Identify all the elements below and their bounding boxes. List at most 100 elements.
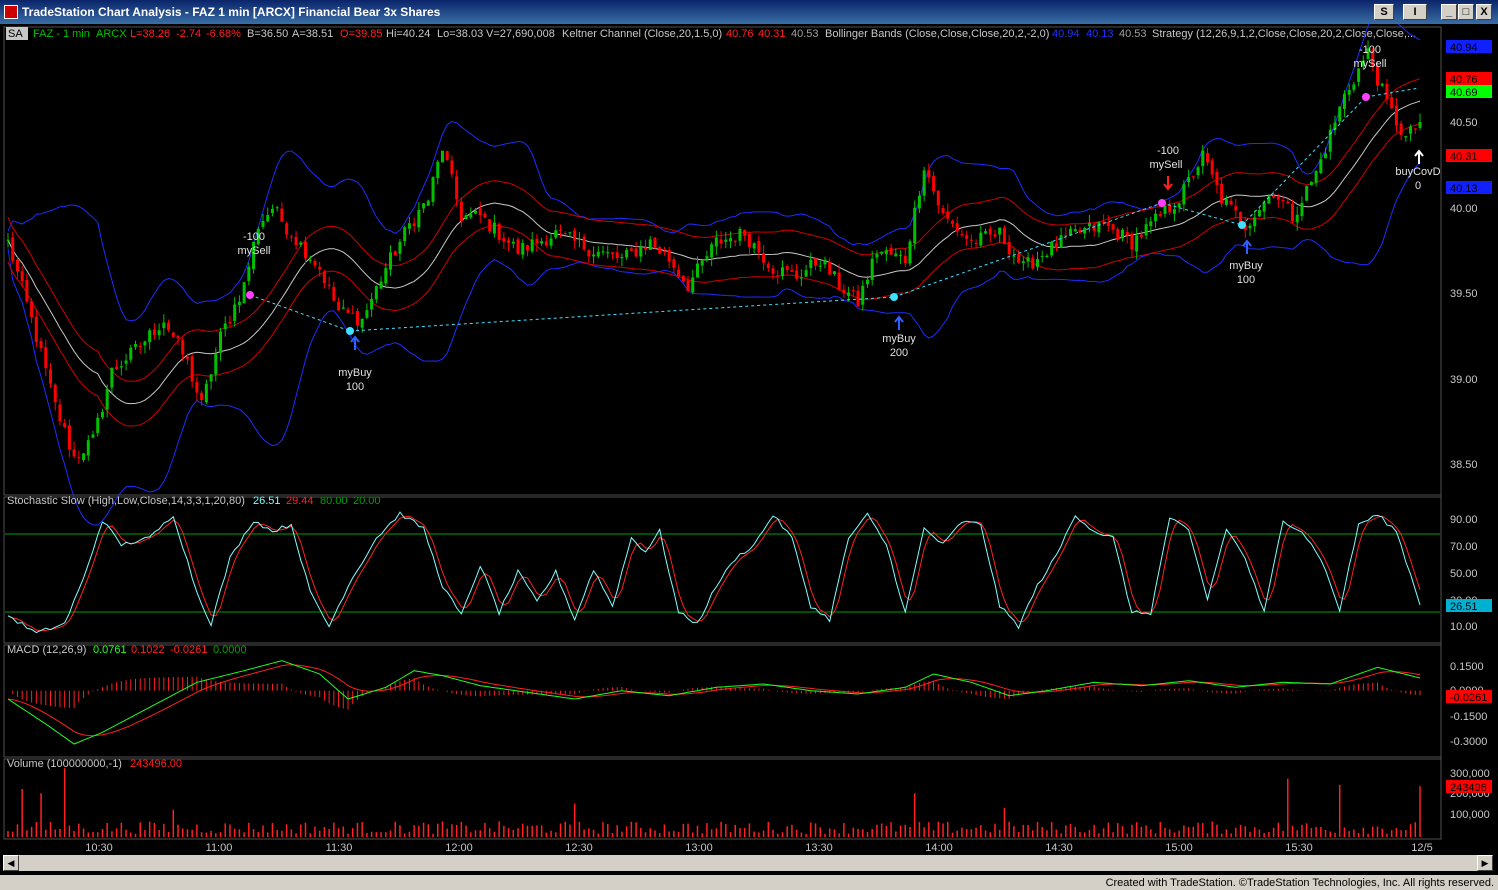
close-button[interactable]: X — [1476, 4, 1492, 20]
candle-body — [733, 240, 737, 243]
status-volume: V=27,690,008 — [486, 28, 555, 40]
chart-svg[interactable]: SA FAZ - 1 min ARCX L=38.26 -2.74 -6.68%… — [0, 9, 1498, 874]
stoch-tick: 10.00 — [1450, 621, 1478, 633]
candle-body — [1290, 204, 1294, 222]
candle-body — [1196, 167, 1200, 175]
volume-tag: 243496 — [1450, 782, 1487, 794]
candle-body — [1017, 254, 1021, 263]
macd-tag-bg — [1446, 690, 1492, 703]
chart-area[interactable]: SA FAZ - 1 min ARCX L=38.26 -2.74 -6.68%… — [0, 9, 1498, 874]
candle-body — [577, 238, 581, 240]
candle-body — [242, 282, 246, 304]
candle-body — [77, 457, 81, 459]
candle-body — [988, 228, 992, 235]
candle-body — [1059, 235, 1063, 248]
tag-bb-upper: 40.94 — [1450, 42, 1478, 54]
candle-body — [124, 360, 128, 364]
candle-body — [1314, 171, 1318, 183]
buy-marker — [346, 327, 354, 335]
candle-body — [171, 332, 175, 337]
candle-body — [974, 242, 978, 244]
tag-bb-lower-bg — [1446, 181, 1492, 194]
macd-signal-line — [7, 664, 1421, 737]
status-high: Hi=40.24 — [386, 28, 430, 40]
maximize-button[interactable]: □ — [1458, 4, 1474, 20]
trade-label-bottom: mySell — [1149, 159, 1182, 171]
candle-body — [606, 252, 610, 254]
candle-body — [25, 280, 29, 302]
price-tick: 40.00 — [1450, 203, 1478, 215]
candle-body — [1394, 105, 1398, 126]
scroll-right-icon[interactable]: ▶ — [1477, 855, 1493, 871]
candle-body — [1357, 68, 1361, 82]
interval-button[interactable]: I — [1403, 4, 1427, 20]
candle-body — [762, 253, 766, 263]
candle-body — [228, 321, 232, 323]
scroll-left-icon[interactable]: ◀ — [3, 855, 19, 871]
stoch-tick: 50.00 — [1450, 568, 1478, 580]
candle-body — [1328, 129, 1332, 152]
price-tags: 40.94 40.76 40.69 40.31 40.13 — [1446, 40, 1492, 195]
candle-body — [469, 213, 473, 218]
candle-body — [129, 347, 133, 360]
candle-body — [809, 259, 813, 268]
candle-body — [209, 374, 213, 382]
sa-badge-bg — [6, 27, 28, 40]
candle-body — [20, 271, 24, 281]
candle-body — [530, 239, 534, 252]
candle-body — [1305, 186, 1309, 201]
candle-body — [119, 366, 123, 368]
volume-scale: 300,000 200,000 100,000 243496 — [1446, 768, 1492, 821]
candle-body — [91, 434, 95, 438]
candle-body — [823, 259, 827, 265]
candle-body — [903, 255, 907, 263]
candle-body — [341, 307, 345, 309]
stoch-tag-bg — [1446, 599, 1492, 612]
candle-body — [275, 207, 279, 209]
candle-body — [351, 312, 355, 314]
candle-body — [832, 271, 836, 275]
candle-body — [582, 236, 586, 250]
status-low: Lo=38.03 — [437, 28, 483, 40]
trade-label-top: myBuy — [882, 333, 916, 345]
candle-body — [610, 252, 614, 254]
sell-marker — [1158, 199, 1166, 207]
candle-body — [384, 268, 388, 284]
stoch-k-line — [7, 511, 1421, 634]
candle-body — [436, 161, 440, 179]
keltner-value-1: 40.76 — [726, 28, 754, 40]
horizontal-scrollbar[interactable]: ◀ ▶ — [3, 855, 1493, 871]
candle-body — [1324, 153, 1328, 159]
candle-body — [1158, 214, 1162, 216]
trade-label-bottom: 100 — [1237, 274, 1255, 286]
stoch-scale: 90.00 70.00 50.00 30.00 10.00 26.51 — [1446, 514, 1492, 633]
stoch-tag: 26.51 — [1450, 601, 1478, 613]
candle-body — [474, 210, 478, 214]
candle-body — [1078, 230, 1082, 233]
candle-body — [393, 251, 397, 256]
minimize-button[interactable]: _ — [1441, 4, 1457, 20]
candle-body — [719, 239, 723, 244]
candle-body — [459, 201, 463, 222]
candle-body — [1144, 224, 1148, 236]
candle-body — [15, 259, 19, 272]
candle-body — [917, 195, 921, 209]
candle-body — [134, 344, 138, 347]
candle-body — [1295, 214, 1299, 223]
candle-body — [936, 190, 940, 206]
candle-body — [1281, 200, 1285, 202]
candle-body — [1253, 217, 1257, 227]
time-tick: 13:30 — [805, 842, 833, 854]
candle-body — [110, 367, 114, 388]
candle-body — [780, 267, 784, 277]
candle-body — [190, 356, 194, 382]
candle-body — [1069, 228, 1073, 236]
candle-body — [828, 261, 832, 275]
candle-body — [776, 275, 780, 277]
candle-body — [1248, 225, 1252, 229]
volume-header: Volume (100000000,-1) 243496.00 — [7, 758, 182, 770]
bollinger-value-2: 40.13 — [1086, 28, 1114, 40]
time-tick: 13:00 — [685, 842, 713, 854]
candle-body — [403, 227, 407, 242]
style-button[interactable]: S — [1374, 4, 1394, 20]
